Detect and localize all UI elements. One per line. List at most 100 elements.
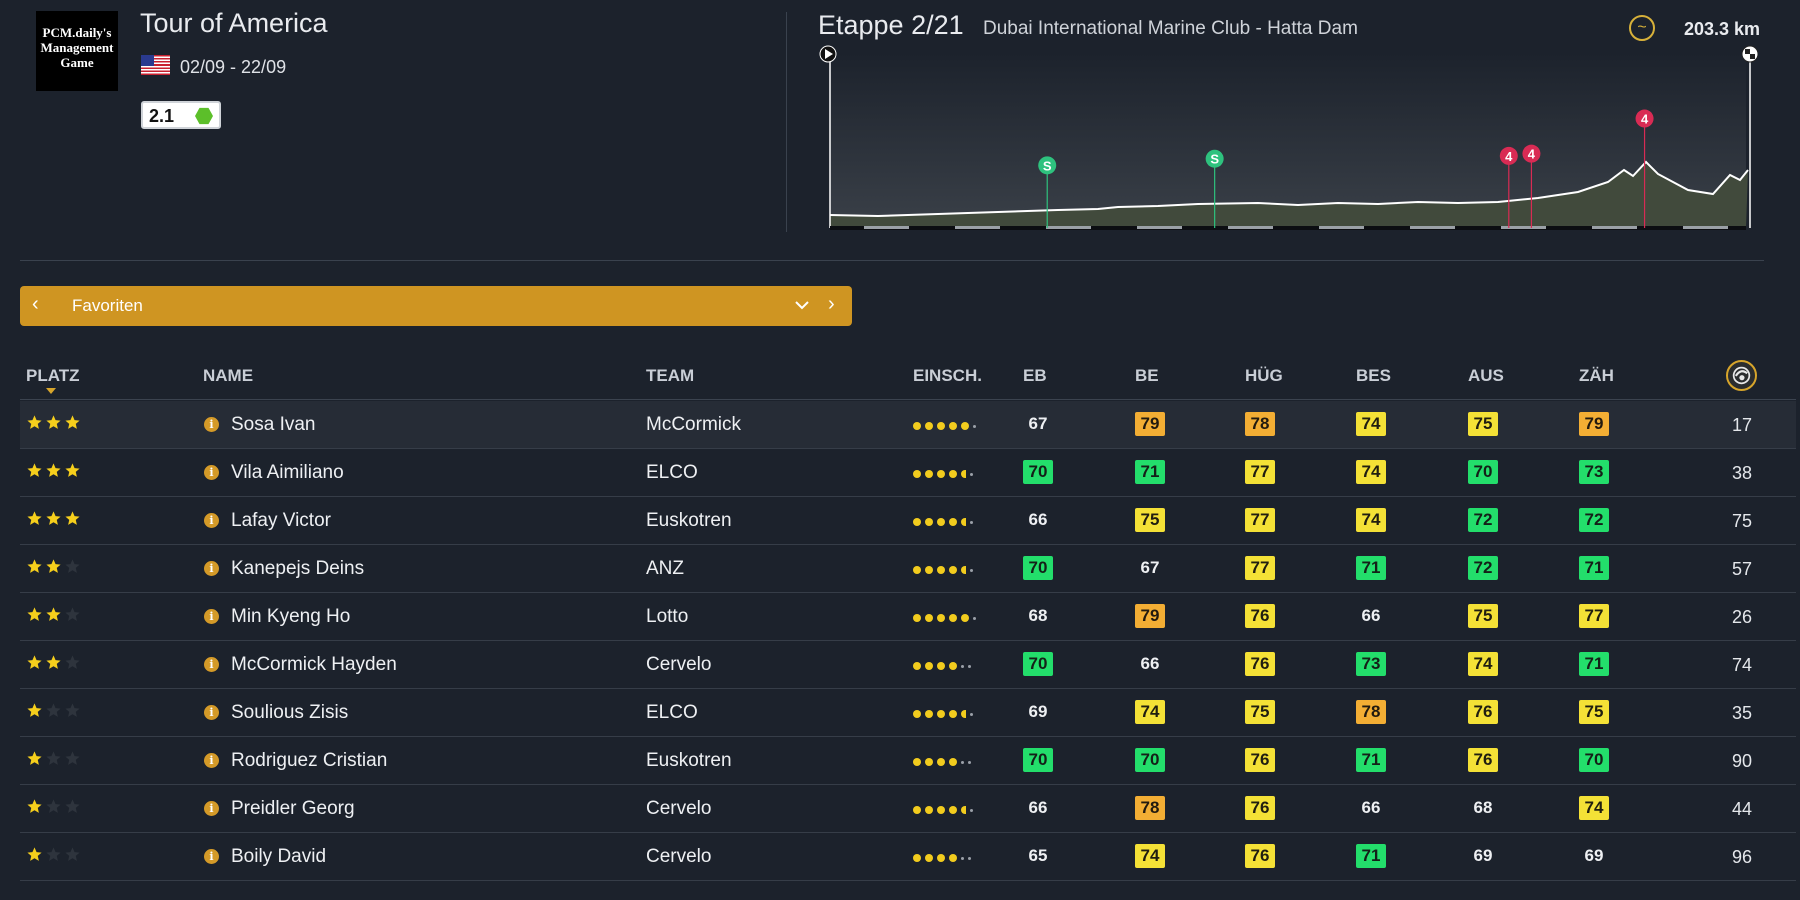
- stat-value: 79: [1135, 604, 1165, 628]
- chevron-left-icon[interactable]: ‹: [32, 293, 39, 315]
- chevron-right-icon[interactable]: ›: [828, 293, 835, 315]
- info-icon[interactable]: i: [204, 561, 219, 576]
- rider-name[interactable]: Min Kyeng Ho: [231, 606, 351, 627]
- stat-value: 69: [1028, 702, 1048, 721]
- column-be[interactable]: BE: [1135, 366, 1159, 385]
- column-aus[interactable]: AUS: [1468, 366, 1504, 385]
- rider-name[interactable]: Vila Aimiliano: [231, 462, 344, 483]
- column-team[interactable]: TEAM: [646, 366, 695, 385]
- team-name: Lotto: [646, 606, 689, 627]
- star-icon: [65, 511, 80, 525]
- stat-value: 68: [1473, 798, 1493, 817]
- star-icon: [65, 703, 80, 717]
- chevron-down-icon[interactable]: [792, 295, 812, 315]
- team-name: ELCO: [646, 462, 698, 483]
- table-row[interactable]: i Preidler Georg Cervelo 66 78 76 66 68 74 44: [20, 785, 1796, 833]
- rider-name[interactable]: McCormick Hayden: [231, 654, 397, 675]
- rider-value: 90: [1731, 751, 1753, 771]
- info-icon[interactable]: i: [204, 801, 219, 816]
- stat-value: 75: [1245, 700, 1275, 724]
- rider-name[interactable]: Kanepejs Deins: [231, 558, 365, 579]
- sprint-marker[interactable]: S: [1205, 149, 1224, 228]
- stat-value: 67: [1028, 414, 1048, 433]
- table-row[interactable]: i Soulious Zisis ELCO 69 74 75 78 76 75 35: [20, 689, 1796, 737]
- stat-value: 79: [1135, 412, 1165, 436]
- rider-name[interactable]: Soulious Zisis: [231, 702, 349, 723]
- table-row[interactable]: i Rodriguez Cristian Euskotren 70 70 76 71 76 70…: [20, 737, 1796, 785]
- form-indicator: [913, 566, 973, 574]
- profile-line: [829, 160, 1749, 218]
- climb-marker[interactable]: 4: [1499, 146, 1518, 228]
- column-name[interactable]: NAME: [203, 366, 254, 385]
- stat-value: 77: [1245, 508, 1275, 532]
- column-platz[interactable]: PLATZ: [26, 366, 80, 385]
- rider-name[interactable]: Sosa Ivan: [231, 414, 316, 435]
- rider-value: 75: [1731, 511, 1753, 531]
- stat-value: 66: [1361, 606, 1381, 625]
- info-icon[interactable]: i: [204, 705, 219, 720]
- sprint-marker[interactable]: S: [1038, 156, 1057, 228]
- rider-name[interactable]: Lafay Victor: [231, 510, 331, 531]
- rider-value: 57: [1731, 559, 1753, 579]
- km-tick: [955, 226, 1000, 229]
- logo-line: Game: [60, 55, 94, 70]
- table-row[interactable]: i Boily David Cervelo 65 74 76 71 69 69 96: [20, 833, 1796, 881]
- star-icon: [65, 655, 80, 669]
- team-name: Euskotren: [646, 510, 732, 531]
- table-row[interactable]: i McCormick Hayden Cervelo 70 66 76 73 74 71 74: [20, 641, 1796, 689]
- stat-value: 70: [1023, 460, 1053, 484]
- rating-stars: [26, 750, 81, 770]
- star-icon: [27, 799, 42, 813]
- rider-name[interactable]: Boily David: [231, 846, 327, 867]
- table-row[interactable]: i Kanepejs Deins ANZ 70 67 77 71 72 71 57: [20, 545, 1796, 593]
- star-icon: [65, 463, 80, 477]
- rating-stars: [26, 510, 81, 530]
- rider-value: 96: [1731, 847, 1753, 867]
- climb-marker[interactable]: 4: [1635, 109, 1654, 228]
- stat-value: 79: [1579, 412, 1609, 436]
- rider-helmet-icon[interactable]: [1726, 360, 1757, 391]
- table-row[interactable]: i Vila Aimiliano ELCO 70 71 77 74 70 73 38: [20, 449, 1796, 497]
- team-name: Cervelo: [646, 798, 712, 819]
- stat-value: 71: [1356, 748, 1386, 772]
- stat-value: 70: [1023, 748, 1053, 772]
- info-icon[interactable]: i: [204, 465, 219, 480]
- km-tick: [1137, 226, 1182, 229]
- table-row[interactable]: i Sosa Ivan McCormick 67 79 78 74 75 79 17: [20, 401, 1796, 449]
- column-hug[interactable]: HÜG: [1245, 366, 1283, 385]
- rating-stars: [26, 606, 81, 626]
- rider-name[interactable]: Rodriguez Cristian: [231, 750, 388, 771]
- rating-stars: [26, 702, 81, 722]
- stat-value: 71: [1135, 460, 1165, 484]
- column-eb[interactable]: EB: [1023, 366, 1047, 385]
- info-icon[interactable]: i: [204, 849, 219, 864]
- star-icon: [46, 655, 61, 669]
- table-row[interactable]: i Lafay Victor Euskotren 66 75 77 74 72 72 75: [20, 497, 1796, 545]
- climb-marker[interactable]: 4: [1522, 144, 1541, 228]
- marker-label: 4: [1641, 112, 1649, 127]
- info-icon[interactable]: i: [204, 417, 219, 432]
- stat-value: 76: [1245, 796, 1275, 820]
- column-einsch[interactable]: EINSCH.: [913, 366, 982, 385]
- column-bes[interactable]: BES: [1356, 366, 1391, 385]
- info-icon[interactable]: i: [204, 609, 219, 624]
- stage-profile: S S 4 44: [819, 45, 1758, 230]
- rider-name[interactable]: Preidler Georg: [231, 798, 355, 819]
- info-icon[interactable]: i: [204, 513, 219, 528]
- star-icon: [46, 847, 61, 861]
- table-row[interactable]: i Min Kyeng Ho Lotto 68 79 76 66 75 77 26: [20, 593, 1796, 641]
- info-icon[interactable]: i: [204, 657, 219, 672]
- rating-stars: [26, 654, 81, 674]
- stat-value: 70: [1023, 652, 1053, 676]
- km-tick: [1410, 226, 1455, 229]
- favorites-selector[interactable]: ‹ Favoriten ›: [20, 286, 852, 326]
- stat-value: 73: [1356, 652, 1386, 676]
- team-name: Cervelo: [646, 654, 712, 675]
- wave-icon[interactable]: ~: [1629, 15, 1655, 41]
- column-zah[interactable]: ZÄH: [1579, 366, 1614, 385]
- team-name: ELCO: [646, 702, 698, 723]
- star-icon: [27, 463, 42, 477]
- stat-value: 78: [1135, 796, 1165, 820]
- rider-value: 44: [1731, 799, 1753, 819]
- info-icon[interactable]: i: [204, 753, 219, 768]
